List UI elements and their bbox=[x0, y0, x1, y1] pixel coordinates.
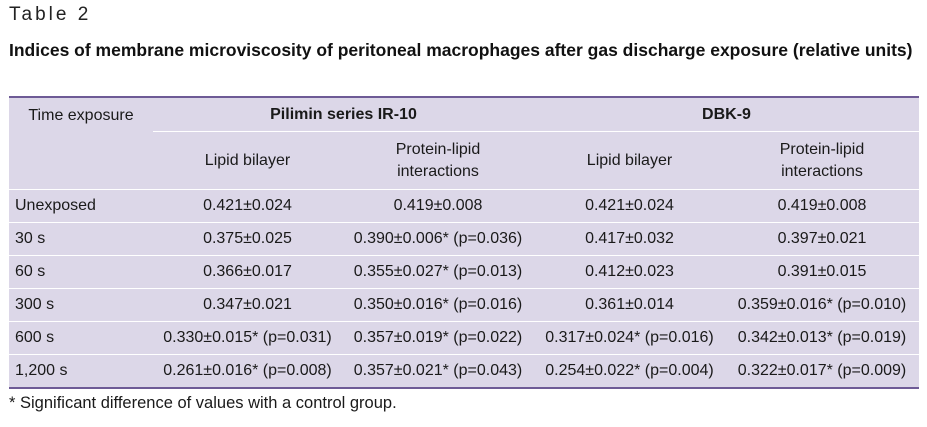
cell-time: 60 s bbox=[9, 255, 153, 289]
header-time-exposure: Time exposure bbox=[9, 96, 153, 190]
cell-value: 0.421±0.024 bbox=[534, 189, 725, 223]
header-row-groups: Time exposure Pilimin series IR-10 DBK-9 bbox=[9, 96, 919, 190]
cell-time: 1,200 s bbox=[9, 354, 153, 389]
cell-value: 0.322±0.017* (p=0.009) bbox=[725, 354, 919, 389]
header-sub-protein-1: Protein-lipid interactions bbox=[342, 131, 534, 190]
cell-time: 600 s bbox=[9, 321, 153, 355]
cell-value: 0.350±0.016* (p=0.016) bbox=[342, 288, 534, 322]
cell-value: 0.390±0.006* (p=0.036) bbox=[342, 222, 534, 256]
table-row: 60 s 0.366±0.017 0.355±0.027* (p=0.013) … bbox=[9, 255, 919, 289]
table-row: 1,200 s 0.261±0.016* (p=0.008) 0.357±0.0… bbox=[9, 354, 919, 389]
cell-time: 30 s bbox=[9, 222, 153, 256]
cell-value: 0.412±0.023 bbox=[534, 255, 725, 289]
cell-value: 0.357±0.021* (p=0.043) bbox=[342, 354, 534, 389]
cell-value: 0.359±0.016* (p=0.010) bbox=[725, 288, 919, 322]
cell-value: 0.419±0.008 bbox=[342, 189, 534, 223]
cell-value: 0.355±0.027* (p=0.013) bbox=[342, 255, 534, 289]
table-row: Unexposed 0.421±0.024 0.419±0.008 0.421±… bbox=[9, 189, 919, 223]
header-group-pilimin-label: Pilimin series IR-10 bbox=[270, 105, 417, 123]
table-label: Table 2 bbox=[9, 4, 92, 25]
cell-value: 0.361±0.014 bbox=[534, 288, 725, 322]
table-footnote: * Significant difference of values with … bbox=[9, 394, 397, 412]
cell-time: Unexposed bbox=[9, 189, 153, 223]
cell-value: 0.397±0.021 bbox=[725, 222, 919, 256]
cell-value: 0.254±0.022* (p=0.004) bbox=[534, 354, 725, 389]
table-row: 600 s 0.330±0.015* (p=0.031) 0.357±0.019… bbox=[9, 321, 919, 355]
cell-value: 0.342±0.013* (p=0.019) bbox=[725, 321, 919, 355]
cell-value: 0.261±0.016* (p=0.008) bbox=[153, 354, 342, 389]
cell-value: 0.417±0.032 bbox=[534, 222, 725, 256]
cell-value: 0.357±0.019* (p=0.022) bbox=[342, 321, 534, 355]
header-sub-protein-1-text: Protein-lipid interactions bbox=[395, 140, 481, 180]
cell-value: 0.366±0.017 bbox=[153, 255, 342, 289]
header-sub-lipid-2: Lipid bilayer bbox=[534, 131, 725, 190]
cell-time: 300 s bbox=[9, 288, 153, 322]
header-group-dbk9-label: DBK-9 bbox=[702, 105, 751, 123]
data-table: Time exposure Pilimin series IR-10 DBK-9… bbox=[9, 96, 919, 389]
table-row: 300 s 0.347±0.021 0.350±0.016* (p=0.016)… bbox=[9, 288, 919, 322]
header-sub-protein-2: Protein-lipid interactions bbox=[725, 131, 919, 190]
cell-value: 0.347±0.021 bbox=[153, 288, 342, 322]
cell-value: 0.419±0.008 bbox=[725, 189, 919, 223]
cell-value: 0.330±0.015* (p=0.031) bbox=[153, 321, 342, 355]
cell-value: 0.391±0.015 bbox=[725, 255, 919, 289]
cell-value: 0.317±0.024* (p=0.016) bbox=[534, 321, 725, 355]
header-row-sub: Lipid bilayer Protein-lipid interactions… bbox=[9, 131, 919, 190]
header-group-pilimin: Pilimin series IR-10 bbox=[153, 96, 534, 132]
cell-value: 0.421±0.024 bbox=[153, 189, 342, 223]
header-sub-protein-2-text: Protein-lipid interactions bbox=[779, 140, 865, 180]
table-caption: Indices of membrane microviscosity of pe… bbox=[9, 40, 913, 60]
header-sub-lipid-1: Lipid bilayer bbox=[153, 131, 342, 190]
cell-value: 0.375±0.025 bbox=[153, 222, 342, 256]
table-row: 30 s 0.375±0.025 0.390±0.006* (p=0.036) … bbox=[9, 222, 919, 256]
header-group-dbk9: DBK-9 bbox=[534, 96, 919, 132]
